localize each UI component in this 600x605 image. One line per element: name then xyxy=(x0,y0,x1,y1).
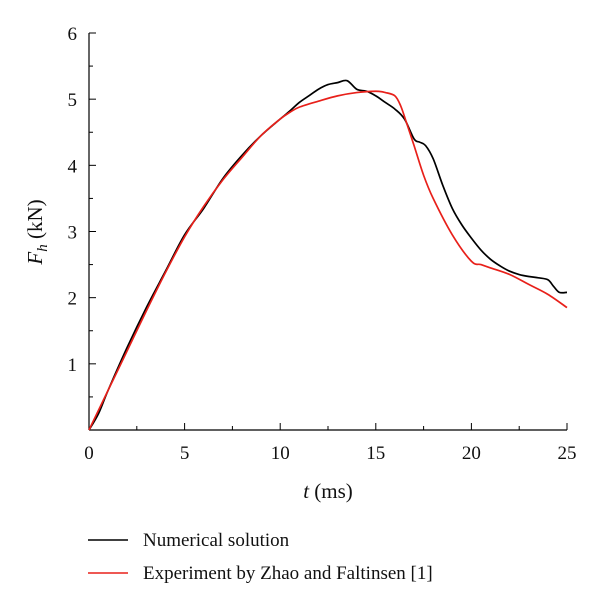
y-axis-unit: (kN) xyxy=(23,199,47,244)
x-tick-label: 0 xyxy=(84,443,94,464)
plot-area xyxy=(88,33,567,431)
x-tick-label: 15 xyxy=(366,443,385,464)
legend-label-experiment: Experiment by Zhao and Faltinsen [1] xyxy=(143,563,433,584)
axis-ticks: 0 5 10 15 20 25 1 2 3 4 5 6 xyxy=(68,24,577,464)
series-line-experiment xyxy=(88,90,568,431)
x-axis-variable: t xyxy=(303,479,310,503)
y-tick-label: 4 xyxy=(68,156,78,177)
y-tick-label: 1 xyxy=(68,355,78,376)
x-tick-label: 5 xyxy=(180,443,190,464)
x-tick-label: 20 xyxy=(462,443,481,464)
y-tick-label: 5 xyxy=(68,90,78,111)
x-axis-unit: (ms) xyxy=(309,479,353,503)
y-tick-label: 2 xyxy=(68,289,78,310)
y-tick-label: 6 xyxy=(68,24,78,45)
y-axis-variable: F xyxy=(23,252,47,266)
legend-label-numerical: Numerical solution xyxy=(143,530,290,551)
y-tick-label: 3 xyxy=(68,223,78,244)
x-axis-label: t (ms) xyxy=(303,479,353,503)
x-tick-label: 25 xyxy=(558,443,577,464)
y-axis-label: Fh (kN) xyxy=(23,199,51,265)
legend: Numerical solution Experiment by Zhao an… xyxy=(88,530,433,584)
series-line-numerical xyxy=(88,79,568,431)
x-tick-label: 10 xyxy=(271,443,290,464)
series-lines xyxy=(88,79,568,431)
y-axis-subscript: h xyxy=(35,244,51,252)
